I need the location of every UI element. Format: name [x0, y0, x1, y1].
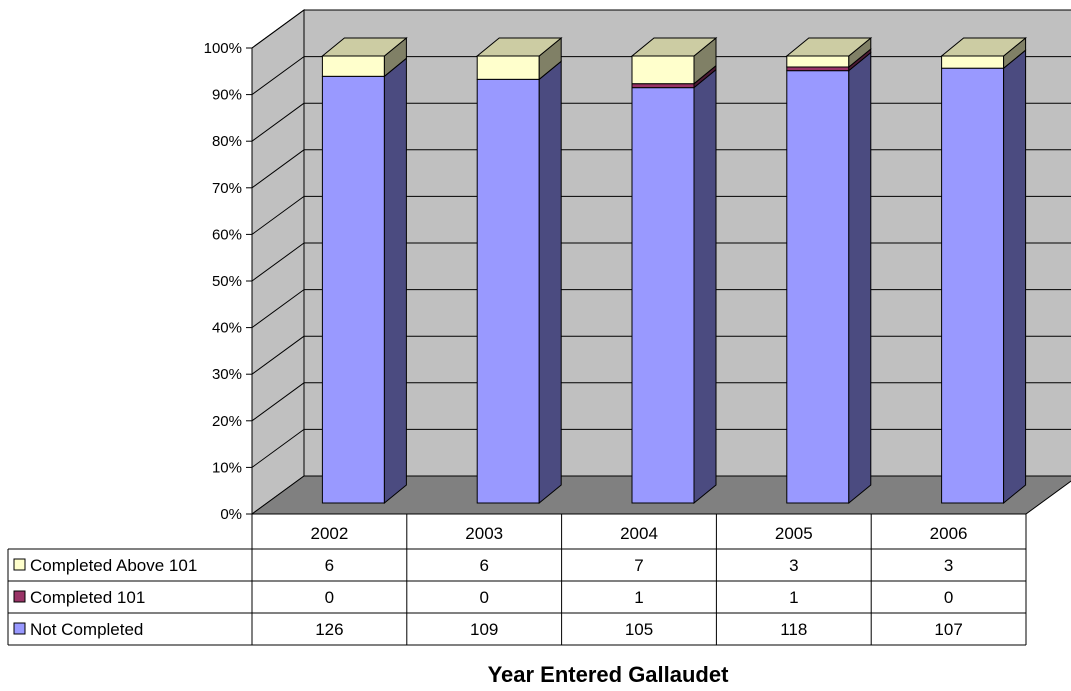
gridline-side	[251, 195, 305, 235]
legend-label: Completed 101	[30, 588, 145, 607]
legend-swatch	[13, 590, 26, 603]
bar-side	[693, 68, 717, 505]
bar-side	[848, 51, 872, 505]
legend-label: Not Completed	[30, 620, 143, 639]
bar-completed-above-101-2006	[941, 55, 1005, 69]
table-cell: 3	[944, 556, 953, 575]
table-cell: 6	[479, 556, 488, 575]
bar-not-completed-2004	[631, 87, 695, 504]
x-axis-title: Year Entered Gallaudet	[488, 662, 730, 687]
table-cell: 3	[789, 556, 798, 575]
table-cell: 1	[789, 588, 798, 607]
gridline-side	[251, 428, 305, 468]
x-tick-label: 2006	[930, 524, 968, 543]
table-cell: 0	[325, 588, 334, 607]
bar-top	[940, 37, 1028, 57]
gridline-side	[251, 56, 305, 96]
bar-completed-above-101-2004	[631, 55, 695, 85]
bar-side	[383, 57, 407, 505]
y-tick-label: 90%	[212, 87, 242, 104]
table-cell: 105	[625, 620, 653, 639]
x-tick-label: 2003	[465, 524, 503, 543]
y-tick-label: 20%	[212, 413, 242, 430]
y-tick-label: 60%	[212, 226, 242, 243]
gridline-side	[251, 289, 305, 329]
bar-completed-101-2004	[631, 83, 695, 89]
gridline-side	[251, 149, 305, 189]
bar-completed-above-101-2005	[786, 55, 850, 68]
table-cell: 118	[780, 620, 807, 639]
bar-not-completed-2005	[786, 70, 850, 504]
y-tick-label: 100%	[204, 40, 242, 57]
bar-side	[538, 60, 562, 505]
table-cell: 0	[479, 588, 488, 607]
y-axis: 0% 10% 20% 30% 40% 50% 60% 70% 80% 90% 100%	[204, 40, 253, 523]
bar-not-completed-2006	[941, 67, 1005, 504]
y-tick-label: 0%	[220, 506, 242, 523]
data-table: 2002 2003 2004 2005 2006 Completed Above 101 6…	[7, 513, 1027, 646]
bar-top	[320, 37, 408, 57]
x-tick-label: 2005	[775, 524, 813, 543]
y-tick-label: 70%	[212, 180, 242, 197]
y-tick-label: 30%	[212, 366, 242, 383]
bar-completed-101-2005	[786, 66, 850, 72]
table-cell: 0	[944, 588, 953, 607]
gridline-side	[251, 9, 305, 49]
table-cell: 7	[634, 556, 643, 575]
table-cell: 6	[325, 556, 334, 575]
bar-not-completed-2003	[476, 78, 540, 504]
gridline-side	[251, 335, 305, 375]
y-tick-label: 10%	[212, 459, 242, 476]
table-cell: 1	[634, 588, 643, 607]
table-cell: 109	[470, 620, 498, 639]
y-tick-label: 40%	[212, 320, 242, 337]
bar-side	[1003, 49, 1027, 505]
y-tick-label: 50%	[212, 273, 242, 290]
bar-completed-above-101-2003	[476, 55, 540, 80]
gridline-side	[251, 102, 305, 142]
legend-swatch	[13, 622, 26, 635]
bar-top	[785, 37, 873, 57]
legend-label: Completed Above 101	[30, 556, 197, 575]
bars	[320, 36, 1028, 505]
x-tick-label: 2004	[620, 524, 658, 543]
table-cell: 126	[315, 620, 343, 639]
y-tick-label: 80%	[212, 133, 242, 150]
table-cell: 107	[934, 620, 962, 639]
bar-top	[630, 37, 718, 57]
x-tick-label: 2002	[310, 524, 348, 543]
bar-top	[475, 37, 563, 57]
bar-completed-above-101-2002	[321, 55, 385, 77]
bar-not-completed-2002	[321, 75, 385, 504]
legend-swatch	[13, 558, 26, 571]
gridline-side	[251, 242, 305, 282]
gridline-side	[251, 382, 305, 422]
